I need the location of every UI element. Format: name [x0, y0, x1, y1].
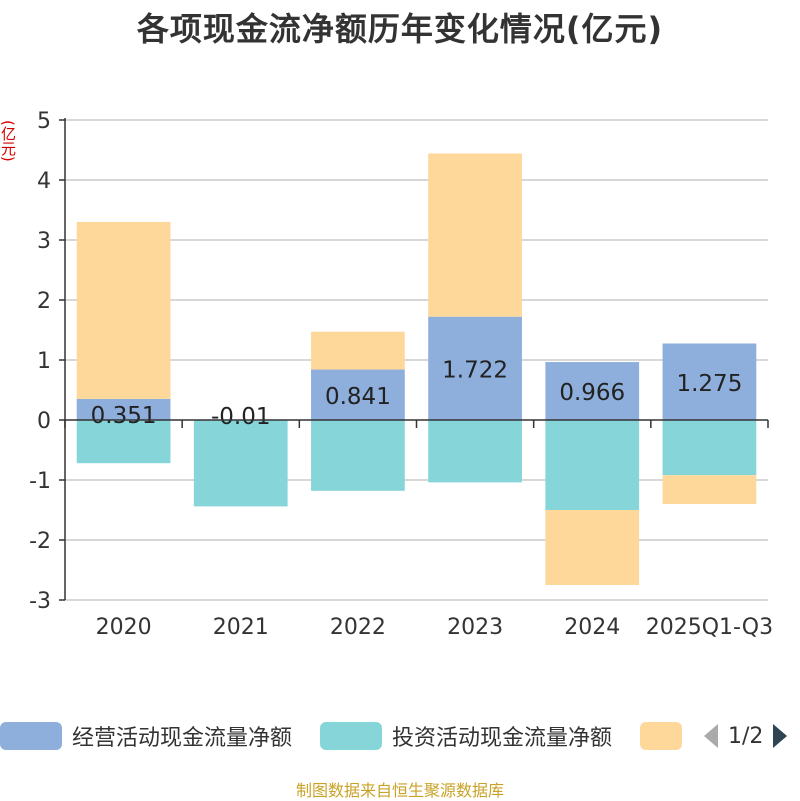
legend-label-operating: 经营活动现金流量净额	[72, 726, 293, 751]
y-tick-label: 5	[37, 109, 51, 134]
bar-financing-2025Q1-Q3	[662, 475, 757, 504]
y-tick-label: 3	[37, 229, 51, 254]
x-tick-label: 2025Q1-Q3	[646, 615, 773, 640]
bar-operating-2025Q1-Q3	[662, 343, 757, 420]
value-label: 0.841	[325, 384, 391, 410]
y-tick-label: -2	[29, 529, 51, 554]
x-tick-label: 2021	[213, 615, 269, 640]
bar-investing-2021	[193, 420, 288, 507]
bar-investing-2024	[545, 420, 640, 510]
bar-financing-2020	[76, 221, 171, 399]
legend-item-operating[interactable]: 经营活动现金流量净额	[0, 714, 292, 758]
bar-financing-2023	[428, 153, 522, 317]
legend-pager: 1/2	[702, 714, 789, 758]
bar-financing-2022	[311, 331, 405, 370]
legend-swatch-financing	[640, 722, 682, 750]
x-tick-label: 2023	[447, 615, 503, 640]
data-source-note: 制图数据来自恒生聚源数据库	[295, 781, 504, 800]
value-label: 0.351	[91, 403, 157, 429]
bar-operating-2024	[545, 362, 640, 420]
bar-operating-2020	[76, 398, 171, 420]
y-tick-label: -3	[29, 589, 51, 614]
x-tick-label: 2024	[564, 615, 620, 640]
value-label: 1.722	[442, 357, 508, 383]
bar-operating-2023	[428, 316, 522, 420]
bar-financing-2024	[545, 510, 640, 585]
bar-investing-2025Q1-Q3	[662, 420, 757, 476]
legend-page-indicator: 1/2	[728, 723, 764, 749]
x-tick-label: 2020	[96, 615, 152, 640]
value-label: 1.275	[676, 371, 742, 397]
prev-page-icon[interactable]	[702, 722, 720, 750]
bar-investing-2020	[76, 420, 171, 464]
legend: 经营活动现金流量净额 投资活动现金流量净额 1/2	[0, 714, 800, 758]
bar-investing-2022	[311, 420, 405, 491]
legend-label-investing: 投资活动现金流量净额	[392, 726, 613, 751]
y-tick-label: 2	[37, 289, 51, 314]
legend-item-investing[interactable]: 投资活动现金流量净额	[320, 714, 612, 758]
y-tick-label: -1	[29, 469, 51, 494]
y-tick-label: 1	[37, 349, 51, 374]
bar-operating-2022	[311, 369, 405, 420]
y-tick-label: 4	[37, 169, 51, 194]
value-label: -0.01	[211, 404, 271, 430]
legend-swatch-investing	[320, 722, 382, 750]
bar-chart: 5 4 3 2 1 0 -1 -2 -3 0.351 -0.01 0.841 1.722 0.966 1.2…	[29, 109, 773, 640]
legend-swatch-operating	[0, 722, 62, 750]
legend-item-financing[interactable]	[640, 714, 682, 758]
bar-investing-2023	[428, 420, 522, 483]
y-axis-unit: (亿元)	[0, 120, 17, 162]
next-page-icon[interactable]	[771, 722, 789, 750]
x-tick-label: 2022	[330, 615, 386, 640]
chart-title: 各项现金流净额历年变化情况(亿元)	[136, 10, 664, 48]
value-label: 0.966	[559, 380, 625, 406]
y-tick-label: 0	[37, 409, 51, 434]
